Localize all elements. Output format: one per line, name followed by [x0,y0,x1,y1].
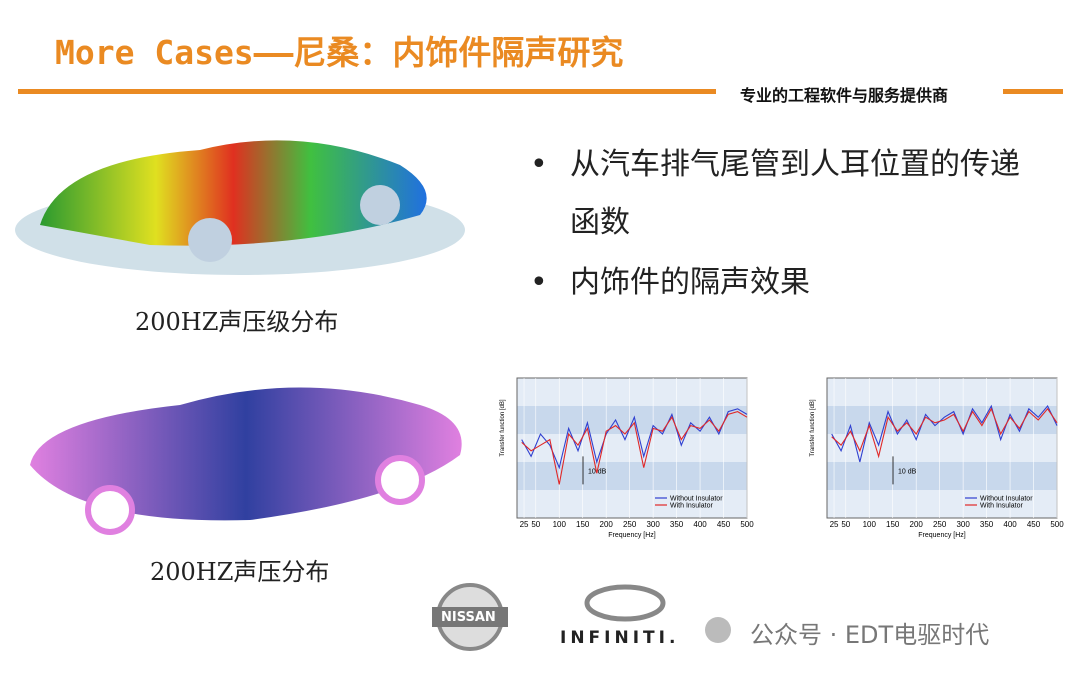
chart: 25 50 100 150 200 250 300 350 400 450 500 Frequency… [495,370,755,540]
x-tick-label: 100 [553,520,567,529]
bullet-text: 从汽车排气尾管到人耳位置的传递函数 [570,147,1020,240]
chart: 25 50 100 150 200 250 300 350 400 450 500 Frequency… [805,370,1065,540]
band [517,406,747,434]
band [827,378,1057,406]
legend-label: With Insulator [980,503,1023,510]
logo-text: NISSAN [441,610,496,625]
band [517,378,747,406]
x-tick-label: 400 [1003,520,1017,529]
slide-title: More Cases——尼桑：内饰件隔声研究 [55,33,624,72]
x-tick-label: 450 [717,520,731,529]
band [517,462,747,490]
x-tick-label: 400 [693,520,707,529]
line [521,411,748,485]
band [827,490,1057,518]
legend-label: With Insulator [670,503,713,510]
x-tick-label: 150 [576,520,590,529]
line [831,407,1058,459]
y-axis-label: Transfer function [dB] [500,399,506,456]
bullet: • 从汽车排气尾管到人耳位置的传递函数 [530,136,1040,252]
band [517,490,747,518]
logo-text: INFINITI. [560,628,680,648]
caption: 200HZ声压级分布 [135,308,339,336]
x-tick-label: 300 [646,520,660,529]
x-tick-label: 250 [933,520,947,529]
x-tick-label: 250 [623,520,637,529]
x-tick-label: 50 [531,520,540,529]
x-tick-label: 450 [1027,520,1041,529]
x-tick-label: 50 [841,520,850,529]
band [827,462,1057,490]
watermark: 公众号 · EDT电驱时代 [750,621,990,649]
x-tick-label: 200 [910,520,924,529]
x-tick-label: 500 [1050,520,1064,529]
legend-label: Without Insulator [670,496,723,503]
x-tick-label: 150 [886,520,900,529]
annotation: 10 dB [898,468,917,475]
x-tick-label: 25 [830,520,839,529]
y-axis-label: Transfer function [dB] [810,399,816,456]
x-tick-label: 350 [670,520,684,529]
x-tick-label: 25 [520,520,529,529]
caption: 200HZ声压分布 [150,558,330,586]
x-tick-label: 100 [863,520,877,529]
x-axis-label: Frequency [Hz] [918,532,966,539]
bullet: • 内饰件的隔声效果 [530,254,1040,312]
line [521,408,748,470]
x-tick-label: 350 [980,520,994,529]
tagline: 专业的工程软件与服务提供商 [740,86,949,105]
legend-label: Without Insulator [980,496,1033,503]
bullet-text: 内饰件的隔声效果 [570,265,810,300]
x-tick-label: 300 [956,520,970,529]
line [831,404,1058,463]
band [827,434,1057,462]
x-axis-label: Frequency [Hz] [608,532,656,539]
x-tick-label: 200 [600,520,614,529]
x-tick-label: 500 [740,520,754,529]
